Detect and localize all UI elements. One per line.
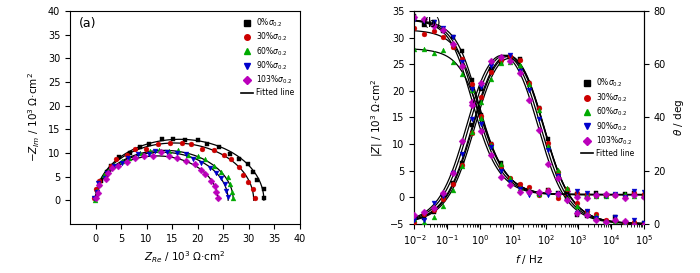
- Legend: 0%$\sigma_{0.2}$, 30%$\sigma_{0.2}$, 60%$\sigma_{0.2}$, 90%$\sigma_{0.2}$, 103%$: 0%$\sigma_{0.2}$, 30%$\sigma_{0.2}$, 60%…: [240, 15, 296, 99]
- Y-axis label: $\theta$ / deg: $\theta$ / deg: [672, 99, 686, 136]
- Text: (a): (a): [79, 17, 97, 30]
- X-axis label: $f$ / Hz: $f$ / Hz: [515, 253, 543, 266]
- X-axis label: $Z_{Re}$ / 10$^3$ Ω·cm$^2$: $Z_{Re}$ / 10$^3$ Ω·cm$^2$: [144, 249, 225, 265]
- Y-axis label: $-Z_{Im}$ / 10$^3$ Ω·cm$^2$: $-Z_{Im}$ / 10$^3$ Ω·cm$^2$: [27, 72, 42, 162]
- Text: (b): (b): [424, 17, 441, 30]
- Y-axis label: $|Z|$ / 10$^3$ Ω·cm$^2$: $|Z|$ / 10$^3$ Ω·cm$^2$: [369, 78, 385, 157]
- Legend: 0%$\sigma_{0.2}$, 30%$\sigma_{0.2}$, 60%$\sigma_{0.2}$, 90%$\sigma_{0.2}$, 103%$: 0%$\sigma_{0.2}$, 30%$\sigma_{0.2}$, 60%…: [580, 75, 636, 159]
